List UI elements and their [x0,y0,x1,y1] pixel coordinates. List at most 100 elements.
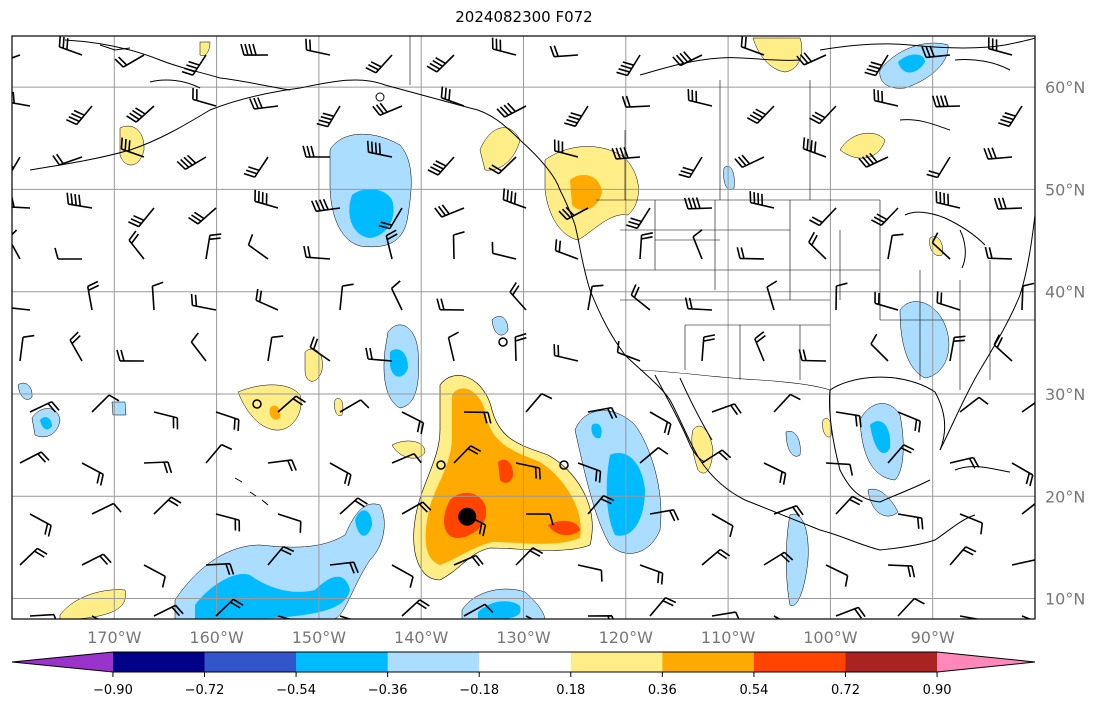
wind-barb [558,206,589,221]
wind-barb [190,332,207,362]
wind-barb [746,105,775,125]
wind-barb [509,282,527,311]
wind-barb [802,137,827,158]
lat-tick-label: 40°N [1045,283,1085,302]
wind-barb [339,399,370,413]
wind-barb [766,280,778,311]
wind-barbs [12,36,1035,619]
wind-barb [616,340,641,362]
wind-barb [81,553,112,566]
wind-barb [365,347,393,362]
wind-barb [701,334,716,362]
wind-barb [749,191,775,209]
political-borders [409,36,1035,391]
wind-barb [754,331,766,362]
wind-barb [587,494,615,515]
wind-barb [255,288,279,311]
colorbar-segment [662,652,755,672]
wind-barb [935,191,961,209]
lat-tick-label: 30°N [1045,385,1085,404]
colorbar-tick-label: 0.90 [923,683,952,698]
wind-barb [316,105,341,128]
wind-barb [835,411,862,428]
wind-barb [267,335,284,362]
wind-barb [514,332,527,362]
wind-barb [926,156,951,179]
wind-barb [434,204,465,218]
wind-barb [701,548,731,566]
wind-barb [116,349,145,362]
wind-barb [711,403,742,416]
wind-barb [1021,282,1035,311]
wind-barb [91,615,100,619]
wind-barb [825,564,849,587]
wind-barb [1011,462,1034,487]
colorbar-segment [845,652,938,672]
wind-barb [463,603,494,617]
wind-barb [988,37,1013,56]
lon-tick-label: 140°W [394,628,449,647]
lon-tick-label: 160°W [189,628,244,647]
lon-tick-label: 110°W [701,628,756,647]
wind-barb [931,232,951,260]
lon-tick-label: 150°W [292,628,347,647]
wind-barb [711,513,734,538]
wind-barb [577,564,603,582]
wind-barb [153,496,182,515]
wind-barb [740,36,765,56]
wind-barb [897,513,924,530]
wind-barb [809,207,837,227]
wind-barb [329,561,359,574]
wind-barb [630,284,651,311]
wind-barb [959,396,989,413]
wind-barb [621,95,651,108]
wind-barb [29,513,52,537]
wind-barb [874,291,899,311]
wind-barb [427,156,455,176]
wind-barb [684,297,713,311]
wind-barb [1021,615,1032,619]
wind-barb [1021,502,1035,515]
wind-barb [66,192,93,209]
wind-barb [796,52,827,66]
wind-barb [192,87,217,107]
wind-barb [52,153,83,166]
wind-barb [305,38,331,56]
wind-barb [736,247,765,260]
wind-barb [502,188,527,209]
wind-barb [858,152,889,168]
wind-barb [86,280,100,311]
wind-barb [887,233,904,260]
wind-barb [873,89,899,107]
wind-barb [128,230,145,260]
wind-barb [12,156,21,173]
wind-barb [701,449,732,464]
wind-barb [587,615,614,619]
wind-barb [205,443,233,464]
wind-barb [372,102,403,116]
wind-barb [426,54,455,73]
wind-barb [564,105,589,128]
storm-center-marker [458,507,477,526]
wind-barb [153,604,184,617]
wind-barb [401,411,425,435]
wind-barb [1011,559,1035,566]
colorbar-segment [296,652,389,672]
wind-barb [339,615,353,619]
wind-barb [554,239,579,260]
wind-barb [626,207,651,230]
wind-barb [639,564,664,585]
wind-barb [773,393,801,413]
lat-tick-label: 50°N [1045,180,1085,199]
colorbar-segment [204,652,297,672]
wind-barb [277,513,302,533]
map-title: 2024082300 F072 [455,8,593,26]
wind-barb [711,611,740,619]
lon-tick-label: 90°W [911,628,955,647]
colorbar-segment [570,652,663,672]
wind-barb [54,247,83,260]
calm-wind-circles [252,337,569,470]
wind-barb [998,105,1023,128]
wind-barb [773,615,781,619]
